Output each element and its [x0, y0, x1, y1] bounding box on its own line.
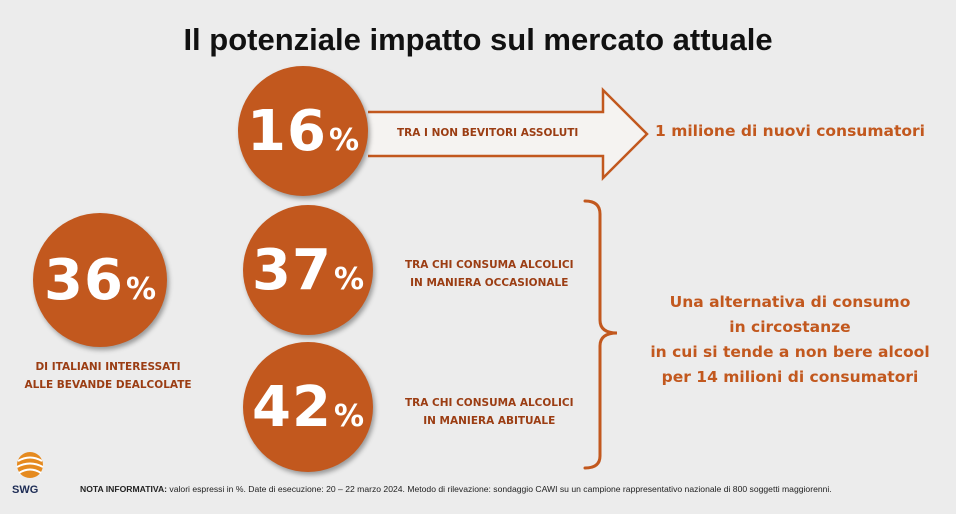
footnote: NOTA INFORMATIVA: valori espressi in %. …: [80, 484, 832, 494]
arrow-right-icon: [368, 86, 649, 182]
callout-line: Una alternativa di consumo: [669, 293, 911, 311]
callout-line: in circostanze: [729, 318, 851, 336]
stat-circle-37: 37%: [243, 205, 373, 335]
label-line: ALLE BEVANDE DEALCOLATE: [24, 379, 192, 391]
footnote-label: NOTA INFORMATIVA:: [80, 484, 168, 494]
stat-value: 16: [247, 98, 327, 164]
callout-nuovi-consumatori: 1 milione di nuovi consumatori: [655, 122, 925, 140]
callout-alternativa: Una alternativa di consumo in circostanz…: [645, 290, 935, 390]
stat-unit: %: [333, 398, 364, 434]
label-line: IN MANIERA ABITUALE: [423, 415, 556, 427]
right-brace-icon: [583, 199, 618, 470]
stat-unit: %: [125, 271, 156, 307]
page-title: Il potenziale impatto sul mercato attual…: [183, 22, 773, 57]
label-line: IN MANIERA OCCASIONALE: [410, 277, 569, 289]
label-abituale: TRA CHI CONSUMA ALCOLICI IN MANIERA ABIT…: [405, 394, 573, 430]
callout-line: per 14 milioni di consumatori: [661, 368, 919, 386]
footnote-text: valori espressi in %. Date di esecuzione…: [167, 484, 832, 494]
stat-value: 36: [44, 247, 124, 313]
label-line: TRA CHI CONSUMA ALCOLICI: [405, 259, 574, 271]
stat-unit: %: [333, 261, 364, 297]
logo-text: SWG: [12, 484, 39, 496]
stat-unit: %: [328, 122, 359, 158]
swg-logo-icon: [16, 452, 44, 478]
stat-value: 42: [252, 374, 332, 440]
label-line: TRA CHI CONSUMA ALCOLICI: [405, 397, 574, 409]
stat-circle-16: 16%: [238, 66, 368, 196]
label-occasionale: TRA CHI CONSUMA ALCOLICI IN MANIERA OCCA…: [405, 256, 573, 292]
label-line: DI ITALIANI INTERESSATI: [35, 361, 181, 373]
stat-value: 37: [252, 237, 332, 303]
label-italiani: DI ITALIANI INTERESSATI ALLE BEVANDE DEA…: [12, 358, 204, 394]
stat-circle-36: 36%: [33, 213, 167, 347]
label-line: TRA I NON BEVITORI ASSOLUTI: [397, 127, 579, 139]
stat-circle-42: 42%: [243, 342, 373, 472]
callout-line: in cui si tende a non bere alcool: [650, 343, 930, 361]
label-non-bevitori: TRA I NON BEVITORI ASSOLUTI: [397, 124, 578, 142]
